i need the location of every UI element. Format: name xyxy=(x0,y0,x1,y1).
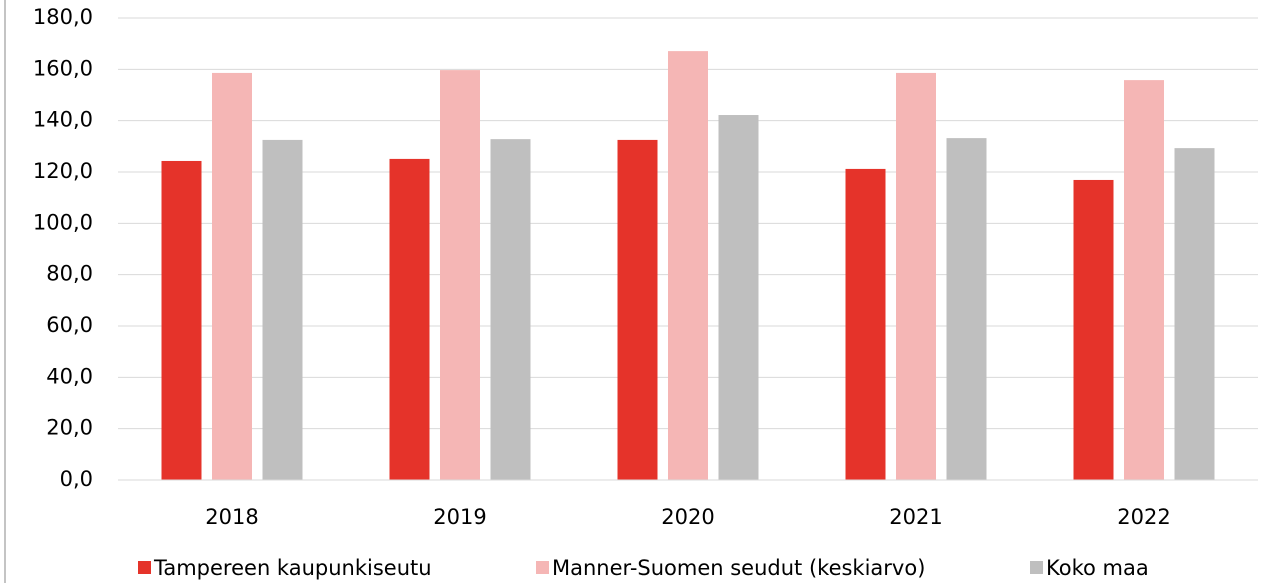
legend-label: Koko maa xyxy=(1046,556,1149,580)
y-tick-label: 100,0 xyxy=(33,210,93,234)
bar xyxy=(1124,80,1164,480)
legend-label: Manner-Suomen seudut (keskiarvo) xyxy=(552,556,925,580)
y-tick-label: 180,0 xyxy=(33,5,93,29)
y-tick-label: 60,0 xyxy=(46,313,93,337)
y-tick-label: 80,0 xyxy=(46,262,93,286)
legend-swatch xyxy=(1030,561,1043,574)
bar xyxy=(668,51,708,481)
legend-label: Tampereen kaupunkiseutu xyxy=(153,556,432,580)
bar xyxy=(389,158,430,480)
bar xyxy=(1073,179,1114,480)
y-tick-label: 40,0 xyxy=(46,364,93,388)
x-tick-label: 2022 xyxy=(1117,505,1170,529)
bar xyxy=(718,115,759,481)
bar xyxy=(845,168,886,481)
bar xyxy=(896,72,936,480)
y-tick-label: 0,0 xyxy=(60,467,93,491)
legend-swatch xyxy=(138,561,151,574)
y-tick-label: 120,0 xyxy=(33,159,93,183)
y-tick-label: 140,0 xyxy=(33,108,93,132)
bar xyxy=(946,138,987,480)
bar xyxy=(262,139,303,480)
x-tick-label: 2021 xyxy=(889,505,942,529)
x-tick-label: 2019 xyxy=(433,505,486,529)
x-tick-label: 2020 xyxy=(661,505,714,529)
y-tick-label: 20,0 xyxy=(46,416,93,440)
bar xyxy=(212,72,252,480)
legend-swatch xyxy=(536,561,549,574)
bar xyxy=(161,160,202,481)
bar xyxy=(617,139,658,480)
x-tick-label: 2018 xyxy=(205,505,258,529)
bar xyxy=(490,139,531,480)
bar xyxy=(440,70,480,480)
y-tick-label: 160,0 xyxy=(33,56,93,80)
bar xyxy=(1174,148,1215,480)
